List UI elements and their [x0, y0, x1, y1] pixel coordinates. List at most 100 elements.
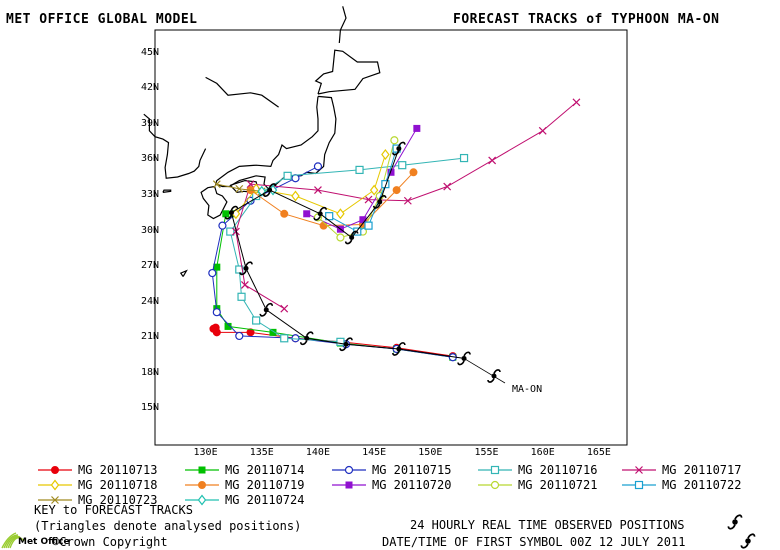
- track-point: [634, 480, 644, 490]
- coastline: [179, 269, 188, 277]
- latitude-tick-label: 21N: [141, 331, 160, 343]
- longitude-tick-label: 140E: [305, 447, 330, 458]
- chart-title: FORECAST TRACKS of TYPHOON MA-ON: [453, 12, 720, 27]
- track-point: [240, 281, 249, 289]
- track-point: [413, 124, 421, 132]
- track-point: [224, 322, 232, 330]
- typhoon-arm: [245, 261, 253, 267]
- key-label: MG 20110720: [372, 478, 452, 492]
- track-point: [235, 331, 244, 341]
- key-swatch: [332, 465, 366, 475]
- longitude-tick-label: 135E: [249, 447, 274, 458]
- longitude-tick-label: 165E: [586, 447, 611, 458]
- track-point: [369, 184, 379, 196]
- model-title: MET OFFICE GLOBAL MODEL: [6, 12, 198, 27]
- track-point: [198, 466, 206, 474]
- storm-label: MA-ON: [512, 384, 543, 395]
- typhoon-eye: [349, 235, 355, 240]
- track-point: [459, 153, 469, 163]
- storm-label-leader: [463, 358, 506, 384]
- track-point: [226, 227, 235, 236]
- typhoon-arm: [265, 302, 274, 308]
- typhoon-eye: [491, 373, 497, 379]
- typhoon-symbol: [339, 337, 353, 352]
- key-label: MG 20110715: [372, 463, 452, 477]
- typhoon-eye: [228, 210, 234, 216]
- key-label: MG 20110713: [78, 463, 158, 477]
- typhoon-arm: [727, 524, 736, 530]
- logo-wave: [3, 534, 19, 549]
- track-point: [51, 466, 59, 474]
- typhoon-arm: [268, 183, 277, 188]
- typhoon-eye: [263, 307, 269, 313]
- typhoon-symbol: [727, 514, 743, 530]
- key-note: (Triangles denote analysed positions): [34, 519, 302, 533]
- typhoon-arm: [392, 150, 400, 156]
- typhoon-symbol: [372, 195, 387, 209]
- latitude-tick-label: 15N: [141, 402, 160, 414]
- typhoon-eye: [343, 341, 349, 347]
- typhoon-eye: [377, 199, 383, 205]
- typhoon-eye: [267, 187, 273, 193]
- track-point: [392, 186, 401, 195]
- map-frame: [154, 29, 628, 446]
- track-point: [283, 171, 292, 180]
- typhoon-arm: [230, 205, 239, 211]
- key-label: MG 20110714: [225, 463, 305, 477]
- track-point: [291, 334, 300, 343]
- typhoon-eye: [396, 346, 402, 352]
- latitude-tick-label: 45N: [141, 46, 160, 58]
- typhoon-arm: [379, 195, 387, 200]
- track-point: [280, 209, 289, 218]
- longitude-tick-label: 150E: [418, 447, 443, 458]
- track-point: [212, 308, 221, 317]
- coastline: [143, 113, 207, 179]
- track-point: [390, 136, 399, 145]
- latitude-tick-label: 42N: [141, 82, 160, 94]
- track-point: [403, 196, 412, 205]
- typhoon-eye: [317, 211, 323, 217]
- latitude-tick-label: 39N: [141, 117, 160, 129]
- forecast-track: [231, 98, 581, 313]
- key-label: MG 20110717: [662, 463, 742, 477]
- track-point: [197, 494, 207, 506]
- track-point: [336, 233, 345, 242]
- typhoon-arm: [463, 351, 471, 357]
- track-point: [222, 210, 230, 218]
- longitude-tick-label: 160E: [530, 447, 555, 458]
- key-label: MG 20110718: [78, 478, 158, 492]
- typhoon-arm: [487, 378, 495, 383]
- key-swatch: [332, 481, 366, 489]
- typhoon-arm: [299, 340, 308, 346]
- key-title: KEY to FORECAST TRACKS: [34, 503, 193, 517]
- track-point: [490, 480, 500, 490]
- latitude-tick-label: 33N: [141, 189, 160, 200]
- track-point: [50, 479, 60, 491]
- typhoon-symbol: [299, 331, 314, 346]
- key-swatch: [185, 494, 219, 506]
- track-point: [490, 465, 500, 475]
- typhoon-arm: [262, 192, 271, 197]
- typhoon-arm: [319, 206, 328, 212]
- typhoon-eye: [745, 538, 751, 544]
- key-label: MG 20110721: [518, 478, 598, 492]
- key-label: MG 20110719: [225, 478, 305, 492]
- observed-positions-note: 24 HOURLY REAL TIME OBSERVED POSITIONS: [410, 518, 685, 532]
- coastline: [162, 189, 172, 193]
- met-office-logo: [1, 532, 25, 549]
- typhoon-arm: [747, 533, 756, 539]
- first-symbol-datetime: DATE/TIME OF FIRST SYMBOL 00Z 12 JULY 20…: [382, 535, 686, 549]
- track-point: [635, 466, 643, 474]
- track-point: [291, 190, 300, 202]
- key-swatch: [185, 466, 219, 474]
- track-point: [218, 221, 227, 230]
- coastlines: [143, 6, 381, 277]
- track-point: [409, 168, 418, 177]
- typhoon-symbol: [740, 533, 756, 549]
- forecast-track: [226, 153, 469, 346]
- key-label: MG 20110716: [518, 463, 598, 477]
- track-point: [359, 216, 367, 224]
- key-swatch: [38, 479, 72, 491]
- latitude-tick-label: 18N: [141, 366, 160, 378]
